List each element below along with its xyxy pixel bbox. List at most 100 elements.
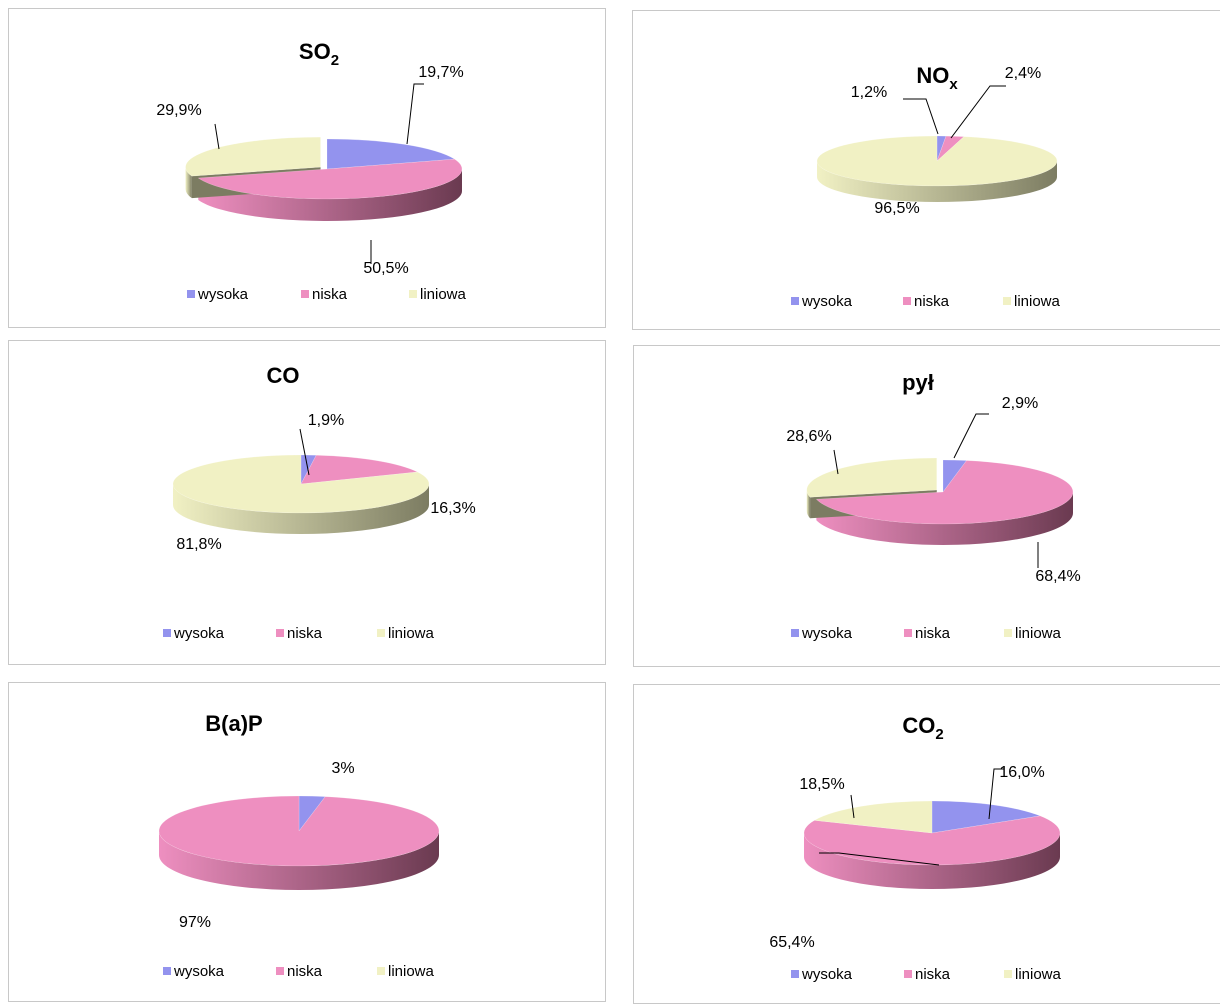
pie-chart-co2: CO2 16,0% 65,4% 18,5% wysoka niska liniowa xyxy=(769,713,1062,983)
legend-swatch-liniowa xyxy=(1004,629,1012,637)
legend-swatch-wysoka xyxy=(791,629,799,637)
pie-slice-wysoka xyxy=(300,454,317,485)
legend-swatch-liniowa xyxy=(1004,970,1012,978)
pie-slice-side-liniowa xyxy=(185,167,192,199)
leader-line-liniowa xyxy=(214,123,220,150)
pie-slice-side-niska xyxy=(159,831,439,890)
pie-slice-liniowa xyxy=(816,135,1058,187)
data-label-niska: 50,5% xyxy=(363,260,408,277)
leader-line-liniowa xyxy=(850,794,855,819)
legend-swatch-wysoka xyxy=(163,967,171,975)
pie-slice-liniowa xyxy=(813,800,933,834)
pie-slice-liniowa xyxy=(806,457,937,498)
legend-label-liniowa: liniowa xyxy=(1014,293,1061,310)
pie-chart-pyl: pył 2,9% 68,4% 28,6% wysoka niska liniowa xyxy=(786,370,1080,642)
pie-chart-bap: B(a)P 3% 97% wysoka niska liniowa xyxy=(158,711,440,980)
data-label-wysoka: 19,7% xyxy=(418,64,463,81)
data-label-liniowa: 81,8% xyxy=(176,536,221,553)
chart-panel-pyl: pył 2,9% 68,4% 28,6% wysoka niska liniowa xyxy=(633,345,1220,667)
legend-swatch-niska xyxy=(903,297,911,305)
legend-label-wysoka: wysoka xyxy=(197,286,249,303)
pie-slice-liniowa xyxy=(172,454,430,514)
legend-label-wysoka: wysoka xyxy=(173,963,225,980)
legend-swatch-wysoka xyxy=(791,970,799,978)
legend-label-niska: niska xyxy=(914,293,950,310)
legend-label-niska: niska xyxy=(312,286,348,303)
chart-title: NOx xyxy=(916,63,958,93)
chart-title: B(a)P xyxy=(205,711,262,736)
pie-chart-co: CO 1,9% 16,3% 81,8% wysoka niska liniowa xyxy=(163,363,476,642)
data-label-liniowa: 96,5% xyxy=(874,200,919,217)
data-label-liniowa: 28,6% xyxy=(786,428,831,445)
legend-swatch-liniowa xyxy=(377,629,385,637)
legend-swatch-liniowa xyxy=(409,290,417,298)
pie-slice-side-niska xyxy=(816,492,1073,545)
legend-label-liniowa: liniowa xyxy=(388,963,435,980)
pie-chart-so2: SO2 19,7% 50,5% 29,9% wysoka niska liniowa xyxy=(156,39,467,303)
legend-label-liniowa: liniowa xyxy=(1015,966,1062,983)
data-label-niska: 68,4% xyxy=(1035,568,1080,585)
data-label-liniowa: 29,9% xyxy=(156,102,201,119)
data-label-wysoka: 1,2% xyxy=(851,84,887,101)
data-label-niska: 97% xyxy=(179,914,211,931)
data-label-niska: 65,4% xyxy=(769,934,814,951)
legend-label-niska: niska xyxy=(915,625,951,642)
data-label-wysoka: 1,9% xyxy=(308,412,344,429)
pie-slice-niska xyxy=(300,454,419,485)
pie-slice-wysoka xyxy=(326,138,456,170)
pie-slice-side-liniowa xyxy=(806,490,811,519)
pie-slice-side-liniowa xyxy=(173,484,429,534)
pie-slice-wysoka xyxy=(931,800,1042,834)
pie-slice-niska xyxy=(815,460,1074,525)
data-label-liniowa: 18,5% xyxy=(799,776,844,793)
legend-label-liniowa: liniowa xyxy=(388,625,435,642)
leader-line-wysoka xyxy=(903,98,939,135)
legend-label-liniowa: liniowa xyxy=(420,286,467,303)
leader-line-wysoka xyxy=(406,83,424,145)
legend-swatch-niska xyxy=(301,290,309,298)
pie-slice-wysoka xyxy=(936,135,947,162)
legend-swatch-liniowa xyxy=(377,967,385,975)
pie-slice-liniowa xyxy=(185,136,321,177)
pie-slice-side-niska xyxy=(198,169,462,221)
legend-swatch-niska xyxy=(276,629,284,637)
pie-slice-wysoka xyxy=(298,795,326,832)
chart-title: CO2 xyxy=(902,713,943,743)
legend-swatch-wysoka xyxy=(791,297,799,305)
pie-slice-niska xyxy=(936,135,965,162)
data-label-niska: 16,3% xyxy=(430,500,475,517)
pie-slice-side-liniowa xyxy=(817,161,1057,202)
leader-line-wysoka xyxy=(953,413,989,459)
legend-label-wysoka: wysoka xyxy=(173,625,225,642)
chart-panel-nox: NOx 1,2% 2,4% 96,5% wysoka niska liniowa xyxy=(632,10,1220,330)
legend-swatch-liniowa xyxy=(1003,297,1011,305)
legend-swatch-niska xyxy=(904,970,912,978)
legend-label-liniowa: liniowa xyxy=(1015,625,1062,642)
chart-panel-bap: B(a)P 3% 97% wysoka niska liniowa xyxy=(8,682,606,1002)
chart-panel-co: CO 1,9% 16,3% 81,8% wysoka niska liniowa xyxy=(8,340,606,665)
leader-line-niska xyxy=(950,85,1006,139)
data-label-niska: 2,4% xyxy=(1005,65,1041,82)
legend-swatch-niska xyxy=(904,629,912,637)
legend-label-wysoka: wysoka xyxy=(801,293,853,310)
leader-line-liniowa xyxy=(833,449,839,475)
chart-title: pył xyxy=(902,370,934,395)
legend-label-niska: niska xyxy=(287,963,323,980)
chart-title: SO2 xyxy=(299,39,339,69)
data-label-wysoka: 3% xyxy=(331,760,354,777)
leader-line-wysoka xyxy=(299,428,310,476)
pie-chart-nox: NOx 1,2% 2,4% 96,5% wysoka niska liniowa xyxy=(791,63,1061,310)
pie-slice-side-niska xyxy=(804,833,1060,889)
pie-slice-niska xyxy=(803,815,1061,866)
chart-panel-co2: CO2 16,0% 65,4% 18,5% wysoka niska liniowa xyxy=(633,684,1220,1004)
pie-slice-niska xyxy=(158,795,440,867)
pie-slice-wysoka xyxy=(942,459,968,493)
legend-swatch-wysoka xyxy=(187,290,195,298)
chart-title: CO xyxy=(267,363,300,388)
legend-label-niska: niska xyxy=(287,625,323,642)
chart-panel-so2: SO2 19,7% 50,5% 29,9% wysoka niska liniowa xyxy=(8,8,606,328)
legend-label-wysoka: wysoka xyxy=(801,625,853,642)
leader-line-niska xyxy=(819,852,940,866)
legend-label-niska: niska xyxy=(915,966,951,983)
data-label-wysoka: 16,0% xyxy=(999,764,1044,781)
